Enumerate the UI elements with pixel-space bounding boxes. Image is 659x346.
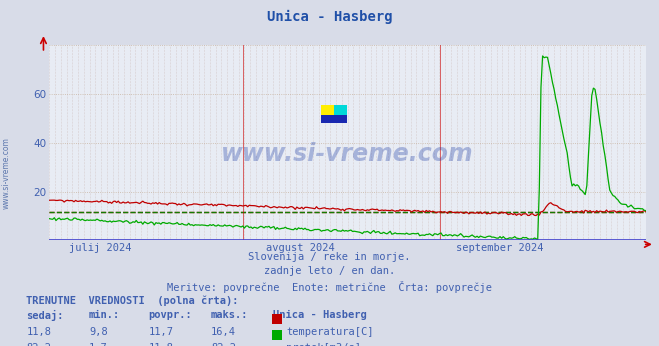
Text: 9,8: 9,8 [89, 327, 107, 337]
Text: 1,7: 1,7 [89, 343, 107, 346]
Text: povpr.:: povpr.: [148, 310, 192, 320]
Text: min.:: min.: [89, 310, 120, 320]
Text: www.si-vreme.com: www.si-vreme.com [221, 143, 474, 166]
Text: Slovenija / reke in morje.: Slovenija / reke in morje. [248, 252, 411, 262]
Bar [321, 115, 347, 123]
Text: Unica - Hasberg: Unica - Hasberg [273, 310, 367, 320]
Text: 82,2: 82,2 [211, 343, 236, 346]
Text: Meritve: povprečne  Enote: metrične  Črta: povprečje: Meritve: povprečne Enote: metrične Črta:… [167, 281, 492, 293]
Bar [334, 104, 347, 115]
Text: www.si-vreme.com: www.si-vreme.com [2, 137, 11, 209]
Text: pretok[m3/s]: pretok[m3/s] [286, 343, 361, 346]
Text: 16,4: 16,4 [211, 327, 236, 337]
Text: zadnje leto / en dan.: zadnje leto / en dan. [264, 266, 395, 276]
Text: 11,8: 11,8 [26, 327, 51, 337]
Text: 82,2: 82,2 [26, 343, 51, 346]
Text: sedaj:: sedaj: [26, 310, 64, 321]
Text: Unica - Hasberg: Unica - Hasberg [267, 10, 392, 24]
Bar [321, 104, 334, 115]
Text: TRENUTNE  VREDNOSTI  (polna črta):: TRENUTNE VREDNOSTI (polna črta): [26, 296, 239, 306]
Text: maks.:: maks.: [211, 310, 248, 320]
Text: 11,8: 11,8 [148, 343, 173, 346]
Text: 11,7: 11,7 [148, 327, 173, 337]
Text: temperatura[C]: temperatura[C] [286, 327, 374, 337]
